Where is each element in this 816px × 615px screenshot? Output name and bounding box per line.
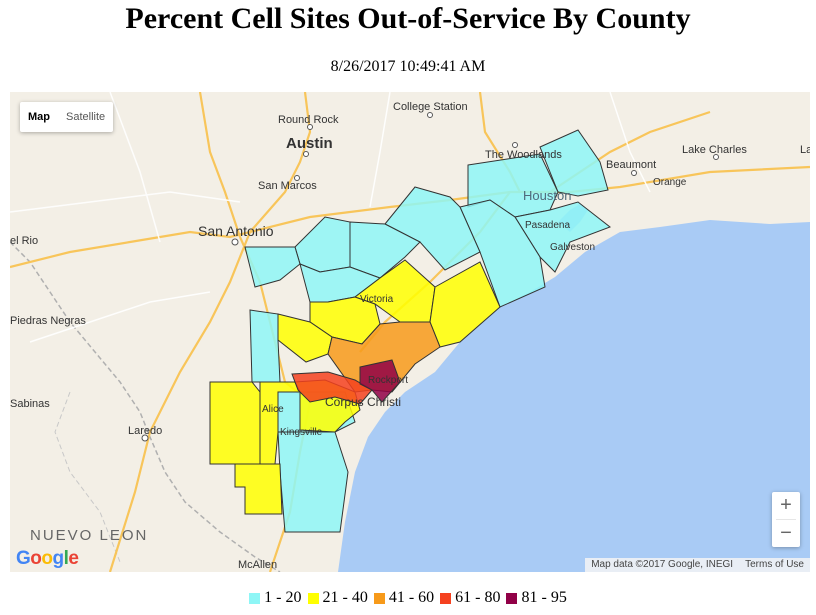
place-label: Houston — [523, 188, 571, 203]
county-tier5 — [359, 359, 401, 403]
legend-label: 61 - 80 — [455, 589, 501, 606]
legend-swatch — [506, 592, 518, 604]
place-label: Round Rock — [278, 114, 339, 126]
county-tier1 — [277, 431, 349, 533]
legend-label: 81 - 95 — [521, 589, 567, 606]
place-label: College Station — [393, 101, 468, 113]
place-label: La — [800, 144, 810, 156]
legend-item: 61 - 80 — [440, 589, 500, 607]
minor-roads — [10, 92, 651, 343]
city-dots — [141, 112, 719, 442]
county-tier1 — [459, 199, 546, 308]
state-line — [54, 391, 121, 563]
legend: 1 - 20 21 - 40 41 - 60 61 - 80 81 - 95 — [0, 589, 816, 609]
map-type-satellite-button[interactable]: Satellite — [66, 111, 106, 123]
terms-of-use-link[interactable]: Terms of Use — [745, 559, 804, 570]
map[interactable]: College Station Round Rock Austin The Wo… — [10, 92, 810, 572]
place-label: NUEVO LEON — [30, 527, 148, 544]
map-data-credit: Map data ©2017 Google, INEGI — [591, 559, 734, 570]
legend-label: 41 - 60 — [388, 589, 435, 606]
place-label: Victoria — [360, 294, 394, 305]
place-label: Pasadena — [525, 220, 570, 231]
place-label: San Antonio — [198, 223, 274, 239]
map-type-control: Map Satellite — [20, 102, 114, 132]
legend-swatch — [307, 592, 319, 604]
map-canvas[interactable]: College Station Round Rock Austin The Wo… — [10, 92, 810, 572]
map-attribution: Map data ©2017 Google, INEGI Terms of Us… — [585, 558, 810, 572]
county-tier2 — [209, 381, 261, 465]
place-label: Corpus Christi — [325, 395, 401, 409]
legend-item: 1 - 20 — [249, 589, 302, 607]
place-label: el Rio — [10, 235, 38, 247]
place-label: Sabinas — [10, 398, 50, 410]
place-label: Galveston — [550, 242, 595, 253]
zoom-control: + − — [772, 492, 800, 547]
place-label: Beaumont — [606, 159, 656, 171]
place-label: The Woodlands — [485, 149, 562, 161]
border-line — [10, 241, 281, 572]
county-tier4 — [291, 371, 373, 405]
google-logo[interactable]: Google — [16, 548, 79, 569]
legend-label: 1 - 20 — [264, 589, 302, 606]
zoom-out-button[interactable]: − — [780, 522, 792, 544]
county-tier1 — [249, 309, 281, 383]
legend-item: 21 - 40 — [307, 589, 368, 607]
county-tier2 — [234, 463, 283, 515]
place-label: Laredo — [128, 425, 162, 437]
place-label: Alice — [262, 404, 284, 415]
place-label: Kingsville — [280, 427, 323, 438]
page-title: Percent Cell Sites Out-of-Service By Cou… — [125, 2, 691, 35]
timestamp: 8/26/2017 10:49:41 AM — [330, 58, 486, 75]
legend-swatch — [249, 592, 261, 604]
zoom-separator — [776, 519, 796, 520]
place-label: Piedras Negras — [10, 315, 86, 327]
place-label: San Marcos — [258, 180, 317, 192]
county-tier1 — [244, 246, 301, 288]
legend-label: 21 - 40 — [322, 589, 368, 606]
legend-item: 41 - 60 — [373, 589, 435, 607]
gulf-of-mexico — [338, 220, 810, 572]
legend-item: 81 - 95 — [506, 589, 567, 607]
place-label: Orange — [653, 177, 687, 188]
counties — [209, 129, 612, 533]
place-label: Lake Charles — [682, 144, 747, 156]
place-label: Rockport — [368, 375, 408, 386]
place-labels: College Station Round Rock Austin The Wo… — [10, 101, 810, 571]
map-type-map-button[interactable]: Map — [28, 111, 50, 123]
legend-swatch — [440, 592, 452, 604]
zoom-in-button[interactable]: + — [780, 494, 792, 516]
place-label: Austin — [286, 135, 333, 152]
legend-swatch — [373, 592, 385, 604]
place-label: McAllen — [238, 559, 277, 571]
